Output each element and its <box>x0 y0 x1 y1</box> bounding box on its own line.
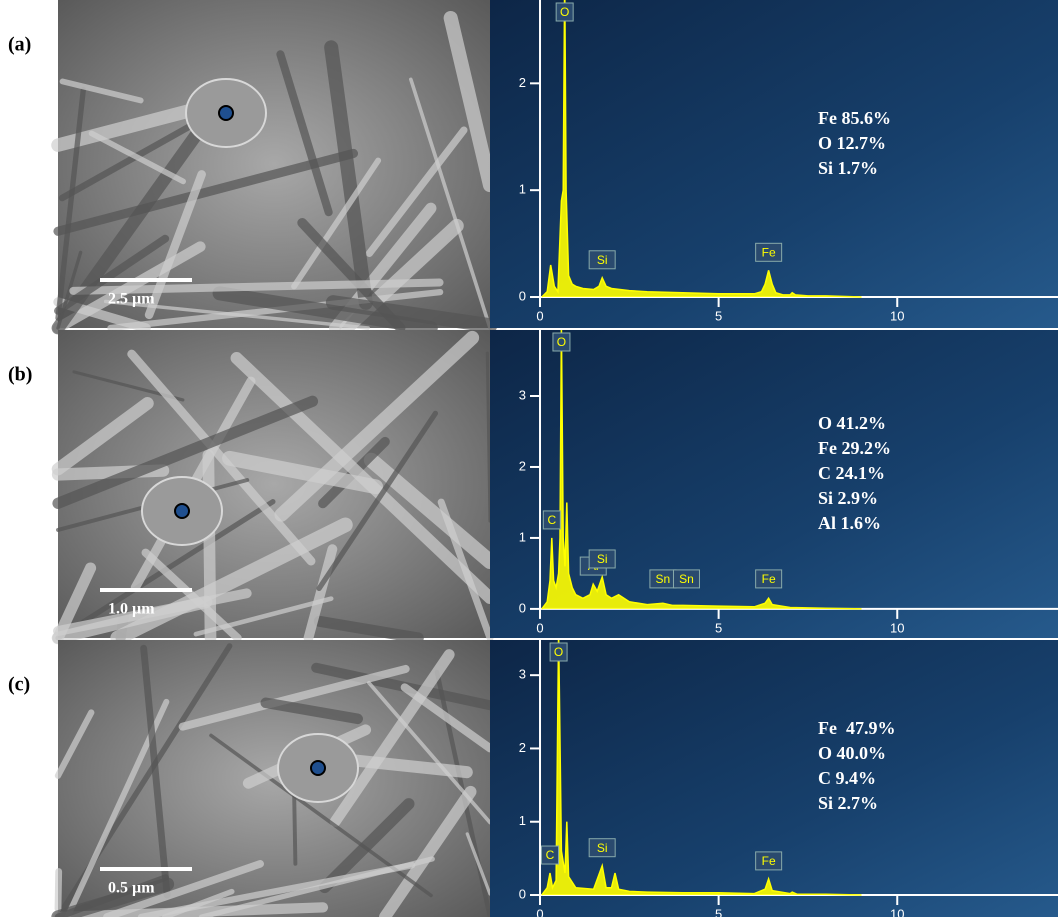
x-tick-label: 0 <box>536 906 543 917</box>
y-tick-label: 0 <box>519 600 526 615</box>
spectrum-background <box>490 640 1058 917</box>
peak-label: Fe <box>762 572 776 586</box>
spot-marker <box>175 504 189 518</box>
y-tick-label: 3 <box>519 387 526 402</box>
x-tick-label: 5 <box>715 906 722 917</box>
peak-label: O <box>557 335 566 349</box>
spectrum-background <box>490 330 1058 638</box>
composition: O 40.0% <box>818 743 886 763</box>
x-tick-label: 10 <box>890 308 904 323</box>
y-tick-label: 2 <box>519 740 526 755</box>
peak-label: C <box>546 848 555 862</box>
peak-label: C <box>547 513 556 527</box>
composition: Fe 47.9% <box>818 718 895 738</box>
sem-image: 1.0 µm <box>58 330 490 638</box>
sem-image: 0.5 µm <box>58 640 490 917</box>
scale-bar-label: 0.5 µm <box>108 880 155 897</box>
fiber <box>58 872 59 909</box>
peak-label: Si <box>597 841 608 855</box>
x-tick-label: 5 <box>715 308 722 323</box>
y-tick-label: 1 <box>519 529 526 544</box>
panel-label: (a) <box>8 34 31 56</box>
x-tick-label: 0 <box>536 308 543 323</box>
composition: Si 2.7% <box>818 793 878 813</box>
scale-bar-label: 2.5 µm <box>108 291 155 308</box>
peak-label: Sn <box>679 572 694 586</box>
peak-label: Si <box>597 552 608 566</box>
scale-bar-label: 1.0 µm <box>108 601 155 618</box>
y-tick-label: 1 <box>519 813 526 828</box>
spot-marker <box>311 761 325 775</box>
sem-image: 2.5 µm <box>58 0 490 328</box>
composition: Si 1.7% <box>818 158 878 178</box>
y-tick-label: 2 <box>519 458 526 473</box>
peak-label: Fe <box>762 854 776 868</box>
y-tick-label: 1 <box>519 182 526 197</box>
composition: Fe 29.2% <box>818 438 891 458</box>
x-tick-label: 10 <box>890 620 904 635</box>
x-tick-label: 5 <box>715 620 722 635</box>
fiber <box>208 455 210 638</box>
composition: Fe 85.6% <box>818 108 891 128</box>
spot-marker <box>219 106 233 120</box>
y-tick-label: 0 <box>519 886 526 901</box>
composition: O 12.7% <box>818 133 886 153</box>
composition: C 9.4% <box>818 768 876 788</box>
panel-label: (c) <box>8 674 30 696</box>
peak-label: O <box>554 645 563 659</box>
peak-label: Sn <box>656 572 671 586</box>
composition: C 24.1% <box>818 463 885 483</box>
peak-label: O <box>560 5 569 19</box>
peak-label: Fe <box>762 245 776 259</box>
x-tick-label: 10 <box>890 906 904 917</box>
composition: Si 2.9% <box>818 488 878 508</box>
peak-label: Si <box>597 253 608 267</box>
y-tick-label: 0 <box>519 288 526 303</box>
x-tick-label: 0 <box>536 620 543 635</box>
y-tick-label: 2 <box>519 75 526 90</box>
spectrum-background <box>490 0 1058 328</box>
composition: Al 1.6% <box>818 513 881 533</box>
panel-label: (b) <box>8 364 32 386</box>
composition: O 41.2% <box>818 413 886 433</box>
y-tick-label: 3 <box>519 667 526 682</box>
figure: (a)2.5 µm0120510OSiFeFe 85.6%O 12.7%Si 1… <box>0 0 1058 917</box>
